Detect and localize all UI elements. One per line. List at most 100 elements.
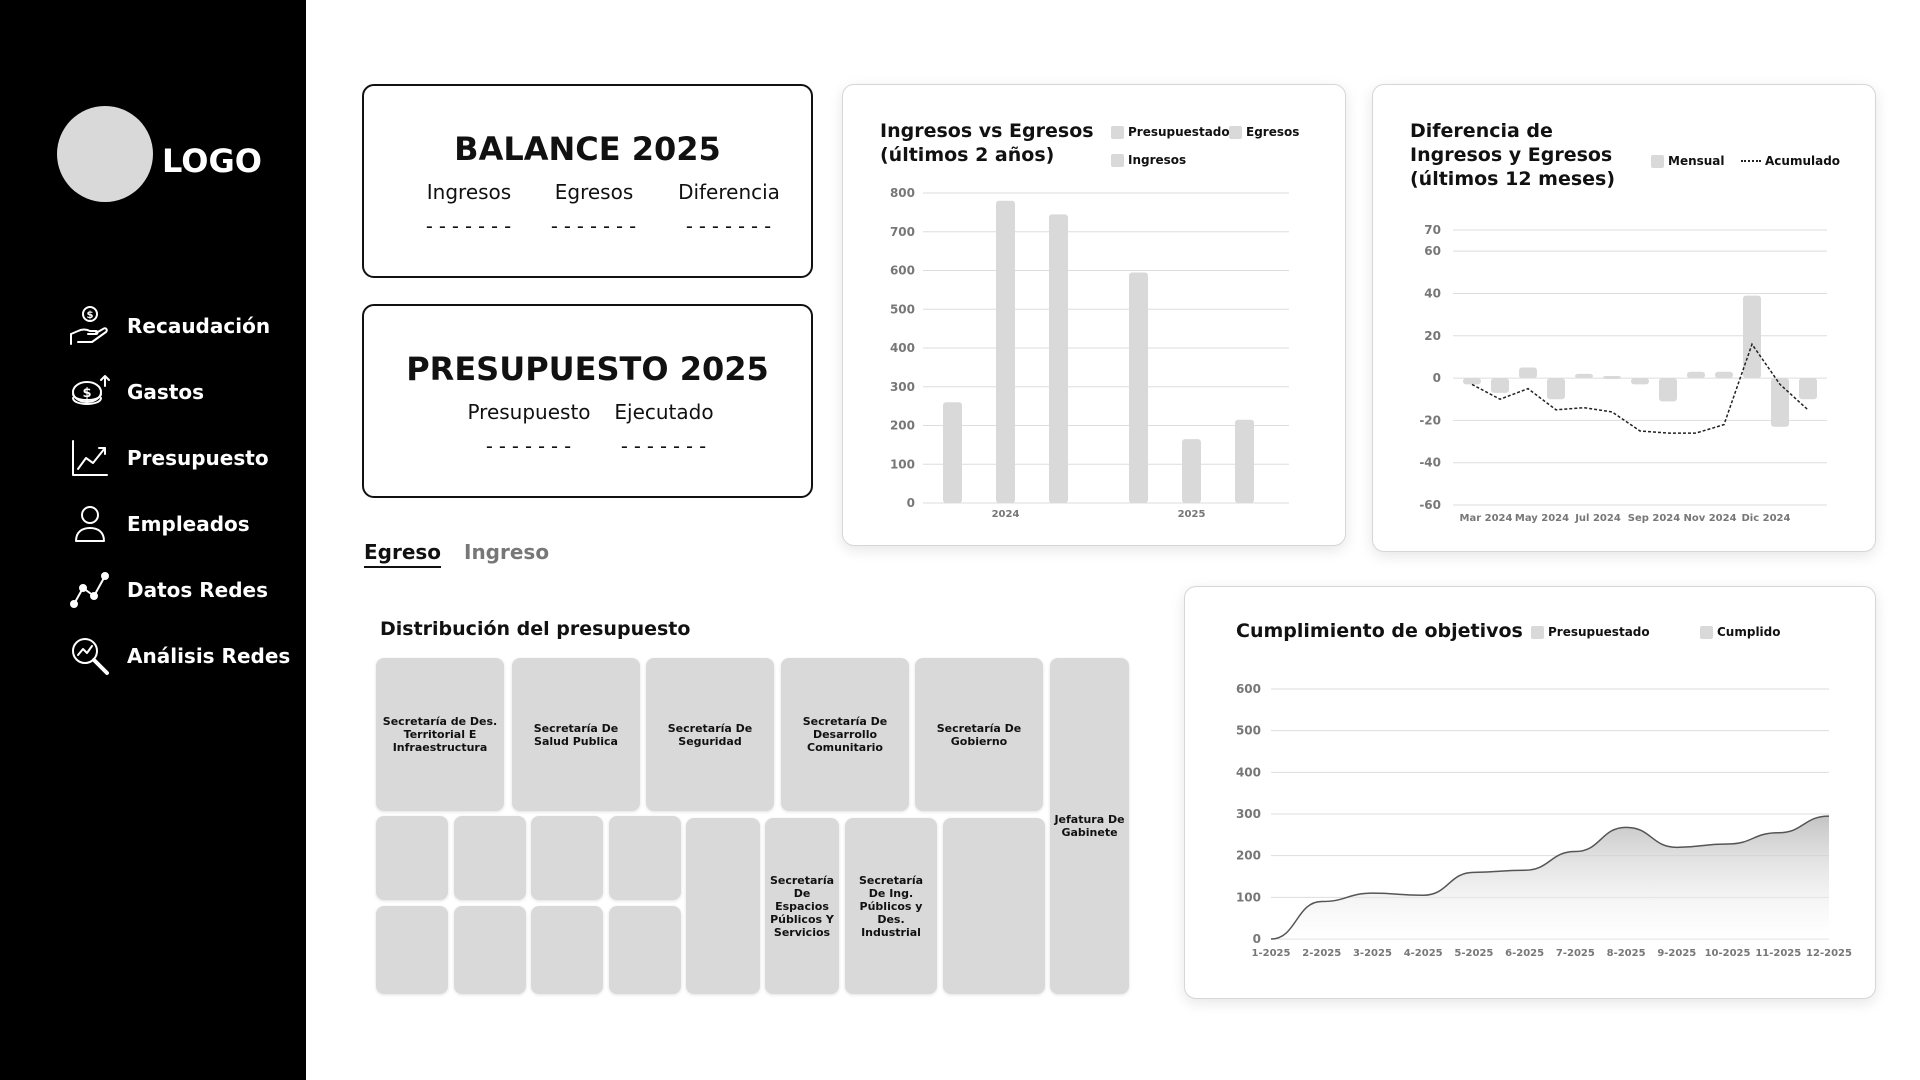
treemap-cell[interactable] bbox=[454, 816, 526, 900]
tab-ingreso[interactable]: Ingreso bbox=[464, 540, 550, 564]
legend-label: Acumulado bbox=[1765, 154, 1841, 168]
sidebar-item-datos-redes[interactable]: Datos Redes bbox=[68, 568, 268, 612]
x-tick-label: Jul 2024 bbox=[1574, 513, 1621, 524]
balance-title: BALANCE 2025 bbox=[454, 130, 721, 168]
x-tick-label: 4-2025 bbox=[1404, 948, 1443, 959]
treemap-cell[interactable] bbox=[454, 906, 526, 994]
balance-label-egresos: Egresos bbox=[554, 180, 634, 204]
y-tick-label: 100 bbox=[890, 457, 915, 471]
diferencia-card: Diferencia de Ingresos y Egresos (último… bbox=[1372, 84, 1876, 552]
chart-title: Cumplimiento de objetivos bbox=[1236, 620, 1523, 642]
y-tick-label: 20 bbox=[1424, 329, 1441, 343]
x-tick-label: 7-2025 bbox=[1556, 948, 1595, 959]
treemap-cell[interactable] bbox=[376, 816, 448, 900]
sidebar-item-presupuesto[interactable]: Presupuesto bbox=[68, 436, 269, 480]
sidebar-item-label: Presupuesto bbox=[127, 446, 269, 470]
area-fill bbox=[1271, 816, 1829, 939]
y-tick-label: 60 bbox=[1424, 244, 1441, 258]
line-chart-icon bbox=[68, 436, 112, 480]
bar bbox=[1463, 378, 1481, 385]
chart-title-line: Ingresos y Egresos bbox=[1410, 144, 1613, 166]
treemap-cell[interactable]: Secretaría De Gobierno bbox=[915, 658, 1043, 811]
chart-title: Ingresos vs Egresos (últimos 2 años) bbox=[880, 119, 1094, 167]
x-tick-label: Dic 2024 bbox=[1742, 513, 1791, 524]
legend-item-cumplido[interactable]: Cumplido bbox=[1700, 625, 1781, 639]
legend-item-ingresos[interactable]: Ingresos bbox=[1111, 153, 1186, 167]
treemap-cell[interactable] bbox=[686, 818, 760, 994]
x-tick-label: 11-2025 bbox=[1755, 948, 1801, 959]
y-tick-label: 600 bbox=[1236, 682, 1261, 696]
ingresos-egresos-chart: 0 100 200 300 400 500 600 700 800 2024 2025 bbox=[890, 186, 1289, 520]
y-tick-label: -20 bbox=[1419, 413, 1441, 427]
legend-label: Mensual bbox=[1668, 154, 1725, 168]
legend-label: Ingresos bbox=[1128, 153, 1187, 167]
presupuesto-label-presupuesto: Presupuesto bbox=[467, 400, 591, 424]
treemap-cell[interactable] bbox=[943, 818, 1045, 994]
sidebar-item-label: Datos Redes bbox=[127, 578, 269, 602]
y-tick-label: 300 bbox=[1236, 807, 1261, 821]
y-tick-label: 70 bbox=[1424, 223, 1441, 237]
treemap-cell[interactable] bbox=[531, 906, 603, 994]
tab-egreso[interactable]: Egreso bbox=[364, 540, 442, 568]
legend-item-presupuestado[interactable]: Presupuestado bbox=[1531, 625, 1650, 639]
legend-item-presupuestado[interactable]: Presupuestado bbox=[1111, 125, 1230, 139]
bar bbox=[1182, 439, 1201, 503]
x-tick-label: 9-2025 bbox=[1657, 948, 1696, 959]
balance-label-ingresos: Ingresos bbox=[426, 180, 512, 204]
treemap-cell[interactable] bbox=[531, 816, 603, 900]
treemap-cell[interactable]: Secretaría De Salud Publica bbox=[512, 658, 640, 811]
treemap-cell[interactable]: Secretaría De Ing. Públicos y Des. Indus… bbox=[845, 818, 937, 994]
diferencia-chart: 70 60 40 20 0 -20 -40 -60 Mar 2024 May 2024 Jul 20… bbox=[1419, 223, 1827, 524]
legend-swatch bbox=[1111, 125, 1124, 139]
legend-swatch bbox=[1700, 625, 1713, 639]
sidebar: LOGO $ Recaudación $ Gastos bbox=[0, 0, 306, 1080]
cumplimiento-card: Cumplimiento de objetivos Presupuestado … bbox=[1184, 586, 1876, 999]
x-tick-label: Mar 2024 bbox=[1460, 513, 1513, 524]
y-tick-label: 300 bbox=[890, 380, 915, 394]
sidebar-item-recaudacion[interactable]: $ Recaudación bbox=[68, 304, 270, 348]
sidebar-item-analisis-redes[interactable]: Análisis Redes bbox=[68, 634, 290, 678]
y-tick-label: 40 bbox=[1424, 286, 1441, 300]
x-tick-label: 2024 bbox=[992, 509, 1020, 520]
sidebar-item-label: Gastos bbox=[127, 380, 205, 404]
treemap-cell[interactable]: Secretaría De Espacios Públicos Y Servic… bbox=[765, 818, 839, 994]
y-tick-label: 400 bbox=[1236, 765, 1261, 779]
y-tick-label: 0 bbox=[907, 496, 915, 510]
sidebar-item-label: Recaudación bbox=[127, 314, 271, 338]
chart-title-line: (últimos 12 meses) bbox=[1410, 168, 1616, 190]
treemap-cell[interactable] bbox=[609, 816, 681, 900]
bar bbox=[1049, 214, 1068, 503]
x-tick-label: 10-2025 bbox=[1705, 948, 1751, 959]
acumulado-line bbox=[1471, 342, 1809, 434]
treemap-cell[interactable]: Secretaría de Des. Territorial E Infraes… bbox=[376, 658, 504, 811]
coins-icon: $ bbox=[68, 370, 112, 414]
legend-item-egresos[interactable]: Egresos bbox=[1229, 125, 1299, 139]
chart-title-line: Diferencia de bbox=[1410, 120, 1553, 142]
legend-label: Cumplido bbox=[1717, 625, 1781, 639]
y-tick-label: 100 bbox=[1236, 890, 1261, 904]
bar bbox=[1771, 378, 1789, 427]
legend-line bbox=[1741, 160, 1761, 162]
cumplido-line bbox=[1270, 815, 1830, 940]
treemap-cell[interactable] bbox=[376, 906, 448, 994]
sidebar-item-empleados[interactable]: Empleados bbox=[68, 502, 250, 546]
person-icon bbox=[68, 502, 112, 546]
x-tick-label: 5-2025 bbox=[1454, 948, 1493, 959]
x-tick-label: 6-2025 bbox=[1505, 948, 1544, 959]
sidebar-item-gastos[interactable]: $ Gastos bbox=[68, 370, 204, 414]
treemap-cell[interactable]: Jefatura De Gabinete bbox=[1050, 658, 1129, 994]
x-tick-label: 12-2025 bbox=[1806, 948, 1852, 959]
treemap-cell[interactable] bbox=[609, 906, 681, 994]
x-tick-label: 3-2025 bbox=[1353, 948, 1392, 959]
bar bbox=[1715, 371, 1733, 379]
sidebar-item-label: Empleados bbox=[127, 512, 250, 536]
treemap-cell[interactable]: Secretaría De Seguridad bbox=[646, 658, 774, 811]
x-tick-label: 8-2025 bbox=[1607, 948, 1646, 959]
bar bbox=[1129, 272, 1148, 503]
cumplimiento-chart: 0 100 200 300 400 500 600 1-2025 2-2025 3-2025 4-2… bbox=[1236, 682, 1852, 959]
legend-item-mensual[interactable]: Mensual bbox=[1651, 154, 1725, 168]
bar bbox=[1519, 367, 1537, 379]
treemap-cell[interactable]: Secretaría De Desarrollo Comunitario bbox=[781, 658, 909, 811]
legend-item-acumulado[interactable]: Acumulado bbox=[1741, 154, 1840, 168]
network-graph-icon bbox=[68, 568, 112, 612]
